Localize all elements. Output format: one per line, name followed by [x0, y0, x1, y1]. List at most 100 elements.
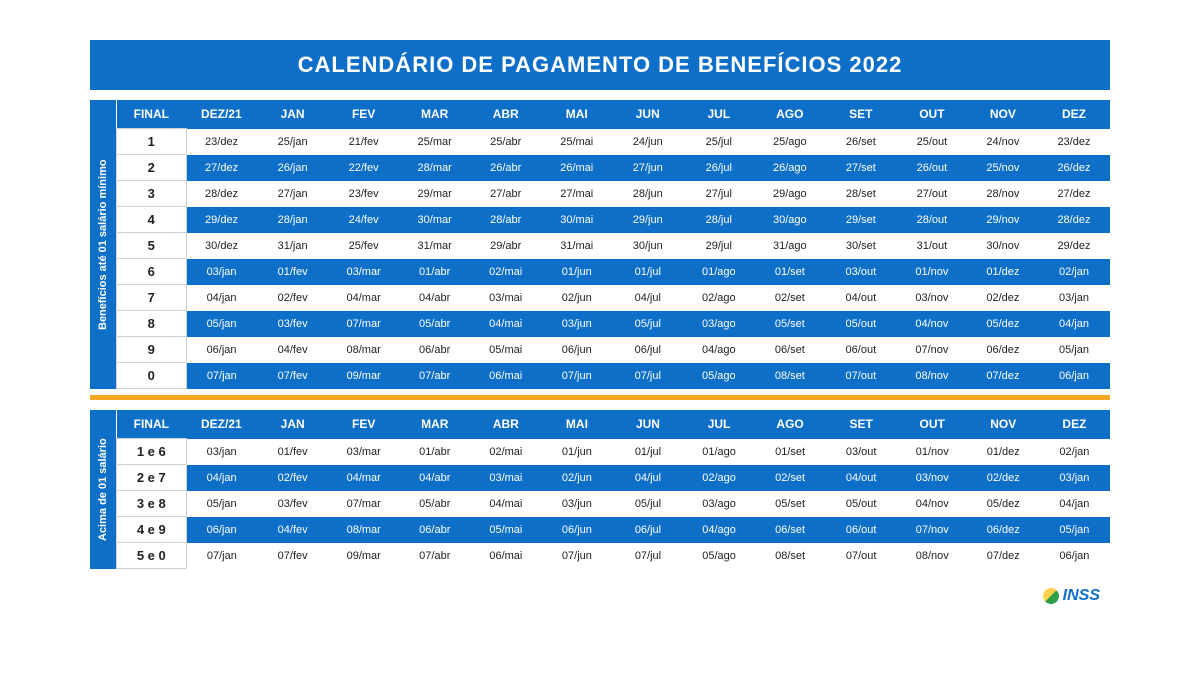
section-above-min-wage: Acima de 01 salário FINALDEZ/21JANFEVMAR… [90, 410, 1110, 569]
date-cell: 05/dez [967, 311, 1038, 337]
date-cell: 03/jan [1039, 465, 1110, 491]
final-digit-cell: 5 e 0 [117, 543, 187, 569]
calendar-container: CALENDÁRIO DE PAGAMENTO DE BENEFÍCIOS 20… [0, 0, 1200, 579]
date-cell: 27/out [896, 181, 967, 207]
side-label-1: Benefícios até 01 salário mínimo [90, 100, 116, 389]
table-row: 123/dez25/jan21/fev25/mar25/abr25/mai24/… [117, 129, 1110, 155]
date-cell: 04/ago [684, 517, 755, 543]
date-cell: 23/dez [1038, 129, 1109, 155]
final-digit-cell: 4 e 9 [117, 517, 187, 543]
column-header: NOV [967, 100, 1038, 129]
date-cell: 05/out [826, 491, 897, 517]
column-header: DEZ [1038, 100, 1109, 129]
date-cell: 04/ago [683, 337, 754, 363]
date-cell: 02/jun [541, 285, 612, 311]
date-cell: 28/jun [612, 181, 683, 207]
date-cell: 09/mar [328, 363, 399, 389]
date-cell: 27/dez [186, 155, 257, 181]
date-cell: 30/nov [967, 233, 1038, 259]
table-row: 227/dez26/jan22/fev28/mar26/abr26/mai27/… [117, 155, 1110, 181]
date-cell: 07/mar [328, 311, 399, 337]
date-cell: 25/ago [754, 129, 825, 155]
date-cell: 05/jul [612, 491, 683, 517]
date-cell: 26/out [896, 155, 967, 181]
column-header: OUT [896, 100, 967, 129]
date-cell: 01/fev [257, 259, 328, 285]
date-cell: 07/out [825, 363, 896, 389]
date-cell: 29/ago [754, 181, 825, 207]
table-row: 5 e 007/jan07/fev09/mar07/abr06/mai07/ju… [117, 543, 1111, 569]
date-cell: 27/jul [683, 181, 754, 207]
table-row: 805/jan03/fev07/mar05/abr04/mai03/jun05/… [117, 311, 1110, 337]
table-row: 530/dez31/jan25/fev31/mar29/abr31/mai30/… [117, 233, 1110, 259]
column-header: JAN [257, 410, 328, 439]
table-row: 3 e 805/jan03/fev07/mar05/abr04/mai03/ju… [117, 491, 1111, 517]
payment-table-1: FINALDEZ/21JANFEVMARABRMAIJUNJULAGOSETOU… [116, 100, 1110, 389]
date-cell: 03/jan [186, 439, 257, 465]
date-cell: 02/dez [968, 465, 1039, 491]
final-digit-cell: 5 [117, 233, 187, 259]
date-cell: 31/mar [399, 233, 470, 259]
date-cell: 05/ago [683, 363, 754, 389]
date-cell: 03/jun [541, 491, 612, 517]
date-cell: 28/dez [1038, 207, 1109, 233]
date-cell: 01/abr [399, 259, 470, 285]
date-cell: 02/set [754, 285, 825, 311]
date-cell: 04/fev [257, 517, 328, 543]
date-cell: 24/fev [328, 207, 399, 233]
date-cell: 04/jan [186, 465, 257, 491]
date-cell: 03/mar [328, 259, 399, 285]
date-cell: 03/nov [897, 465, 968, 491]
page-title: CALENDÁRIO DE PAGAMENTO DE BENEFÍCIOS 20… [90, 40, 1110, 90]
date-cell: 06/jun [541, 517, 612, 543]
date-cell: 01/jun [541, 259, 612, 285]
date-cell: 07/abr [399, 543, 470, 569]
column-header: JAN [257, 100, 328, 129]
date-cell: 25/jul [683, 129, 754, 155]
date-cell: 02/jan [1038, 259, 1109, 285]
table-2-wrap: FINALDEZ/21JANFEVMARABRMAIJUNJULAGOSETOU… [116, 410, 1110, 569]
column-header: DEZ/21 [186, 410, 257, 439]
column-header: JUL [683, 100, 754, 129]
date-cell: 01/nov [896, 259, 967, 285]
table-row: 2 e 704/jan02/fev04/mar04/abr03/mai02/ju… [117, 465, 1111, 491]
date-cell: 04/jul [612, 285, 683, 311]
date-cell: 28/out [896, 207, 967, 233]
date-cell: 29/abr [470, 233, 541, 259]
date-cell: 05/jan [1038, 337, 1109, 363]
side-label-2: Acima de 01 salário [90, 410, 116, 569]
date-cell: 04/jan [1039, 491, 1110, 517]
date-cell: 07/dez [967, 363, 1038, 389]
date-cell: 08/set [754, 363, 825, 389]
date-cell: 04/mar [328, 285, 399, 311]
date-cell: 08/set [755, 543, 826, 569]
date-cell: 07/out [826, 543, 897, 569]
date-cell: 05/abr [399, 311, 470, 337]
date-cell: 25/nov [967, 155, 1038, 181]
date-cell: 07/dez [968, 543, 1039, 569]
date-cell: 04/mai [470, 311, 541, 337]
date-cell: 30/dez [186, 233, 257, 259]
table-row: 007/jan07/fev09/mar07/abr06/mai07/jun07/… [117, 363, 1110, 389]
column-header: JUN [612, 410, 683, 439]
payment-table-2: FINALDEZ/21JANFEVMARABRMAIJUNJULAGOSETOU… [116, 410, 1110, 569]
date-cell: 06/mai [470, 363, 541, 389]
table-row: 429/dez28/jan24/fev30/mar28/abr30/mai29/… [117, 207, 1110, 233]
date-cell: 02/jun [541, 465, 612, 491]
column-header: ABR [470, 100, 541, 129]
date-cell: 06/jul [612, 517, 683, 543]
column-header: NOV [968, 410, 1039, 439]
table-row: 906/jan04/fev08/mar06/abr05/mai06/jun06/… [117, 337, 1110, 363]
date-cell: 05/set [755, 491, 826, 517]
date-cell: 21/fev [328, 129, 399, 155]
date-cell: 02/ago [683, 285, 754, 311]
date-cell: 02/set [755, 465, 826, 491]
final-digit-cell: 1 [117, 129, 187, 155]
date-cell: 07/fev [257, 543, 328, 569]
date-cell: 25/fev [328, 233, 399, 259]
date-cell: 30/set [825, 233, 896, 259]
date-cell: 27/set [825, 155, 896, 181]
date-cell: 01/set [755, 439, 826, 465]
date-cell: 25/out [896, 129, 967, 155]
date-cell: 03/jan [186, 259, 257, 285]
